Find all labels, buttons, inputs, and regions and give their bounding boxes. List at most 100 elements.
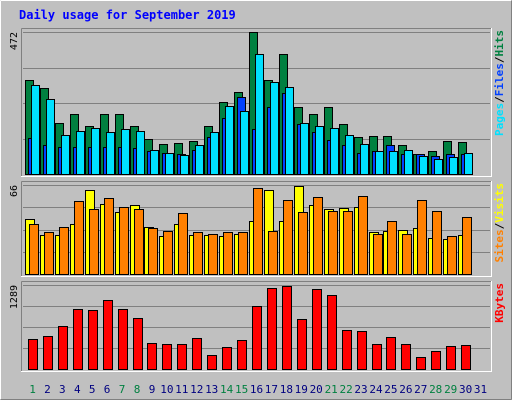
bar-pages-day-4 [76,131,85,175]
x-tick-label-day-7: 7 [119,383,126,396]
bar-kbytes-day-21 [327,295,337,370]
bar-sites-day-4 [74,201,84,275]
legend-entry-files: Files [493,63,506,96]
bar-pages-day-22 [345,135,354,175]
x-tick-label-day-12: 12 [190,383,203,396]
bar-sites-day-17 [268,231,278,275]
legend-entry-visits: Visits [493,183,506,223]
bar-sites-day-18 [283,200,293,275]
x-tick-label-day-15: 15 [235,383,248,396]
bar-kbytes-day-23 [357,331,367,370]
legend-hits-files-pages: Pages/Files/Hits [493,30,506,136]
panel-visits-sites: 66 Sites/Visits [9,181,506,277]
x-tick-label-day-28: 28 [429,383,442,396]
bar-pages-day-25 [389,151,398,175]
x-tick-label-day-3: 3 [59,383,66,396]
x-tick-label-day-14: 14 [220,383,234,396]
bar-kbytes-day-13 [207,355,217,370]
legend-entry-hits: Hits [493,30,506,57]
bar-sites-day-26 [402,234,412,275]
x-tick-label-day-2: 2 [44,383,51,396]
x-tick-label-day-22: 22 [339,383,352,396]
bar-pages-day-12 [195,145,204,175]
bar-pages-day-17 [270,82,279,175]
bar-sites-day-5 [89,209,99,275]
bar-sites-day-11 [178,213,188,275]
bar-pages-day-19 [300,123,309,175]
bar-kbytes-day-11 [177,344,187,370]
bar-pages-day-20 [315,126,324,175]
y-max-label: 1289 [9,285,20,309]
x-tick-label-day-9: 9 [149,383,156,396]
bar-sites-day-3 [59,227,69,275]
bar-sites-day-2 [44,232,54,275]
x-tick-label-day-27: 27 [414,383,427,396]
bar-kbytes-day-18 [282,286,292,370]
bar-pages-day-14 [225,106,234,175]
bar-sites-day-13 [208,234,218,275]
bar-pages-day-29 [449,157,458,175]
bar-pages-day-28 [434,159,443,175]
bar-kbytes-day-17 [267,288,277,370]
bar-pages-day-16 [255,54,264,175]
bar-kbytes-day-29 [446,346,456,370]
bar-pages-day-6 [106,132,115,175]
x-tick-label-day-10: 10 [160,383,173,396]
bar-sites-day-12 [193,232,203,275]
bar-sites-day-10 [163,231,173,275]
x-tick-label-day-6: 6 [104,383,111,396]
bar-kbytes-day-4 [73,309,83,370]
legend-kbytes: KBytes [493,283,506,323]
bar-kbytes-day-19 [297,319,307,370]
legend-entry-kbytes: KBytes [493,283,506,323]
legend-entry-pages: Pages [493,103,506,136]
bar-kbytes-day-28 [431,351,441,370]
bar-kbytes-day-2 [43,336,53,370]
x-tick-label-day-19: 19 [295,383,308,396]
bar-kbytes-day-7 [118,309,128,370]
bar-sites-day-23 [358,196,368,275]
bar-kbytes-day-10 [162,344,172,370]
bar-kbytes-day-5 [88,310,98,370]
bar-pages-day-21 [330,128,339,175]
bar-sites-day-24 [373,234,383,275]
bar-kbytes-day-1 [28,339,38,370]
bar-kbytes-day-20 [312,289,322,370]
x-tick-label-day-18: 18 [280,383,293,396]
chart-title: Daily usage for September 2019 [19,8,236,22]
x-tick-label-day-23: 23 [354,383,367,396]
x-tick-label-day-26: 26 [399,383,412,396]
bar-kbytes-day-27 [416,357,426,370]
bar-sites-day-19 [298,212,308,275]
bar-pages-day-3 [61,135,70,175]
bar-pages-day-13 [210,132,219,175]
x-tick-label-day-21: 21 [325,383,338,396]
bar-pages-day-8 [136,131,145,175]
bar-kbytes-day-26 [401,344,411,370]
bar-kbytes-day-15 [237,340,247,370]
x-tick-label-day-16: 16 [250,383,263,396]
bar-sites-day-29 [447,236,457,275]
bar-sites-day-9 [148,228,158,275]
bar-sites-day-6 [104,198,114,275]
x-tick-label-day-17: 17 [265,383,278,396]
x-tick-label-day-30: 30 [459,383,472,396]
legend-separator: / [493,222,506,229]
bar-pages-day-5 [91,128,100,175]
bar-sites-day-27 [417,200,427,275]
legend-entry-sites: Sites [493,229,506,262]
bar-sites-day-14 [223,232,233,275]
bar-sites-day-7 [119,207,129,275]
bar-kbytes-day-3 [58,326,68,370]
bar-kbytes-day-16 [252,306,262,370]
legend-separator: / [493,56,506,63]
legend-visits-sites: Sites/Visits [493,183,506,263]
bar-pages-day-2 [46,99,55,175]
bar-sites-day-22 [343,211,353,275]
x-tick-label-day-4: 4 [74,383,81,396]
bar-pages-day-26 [404,150,413,175]
bar-pages-day-15 [240,111,249,175]
y-max-label: 66 [9,185,20,197]
bar-pages-day-30 [464,153,473,175]
